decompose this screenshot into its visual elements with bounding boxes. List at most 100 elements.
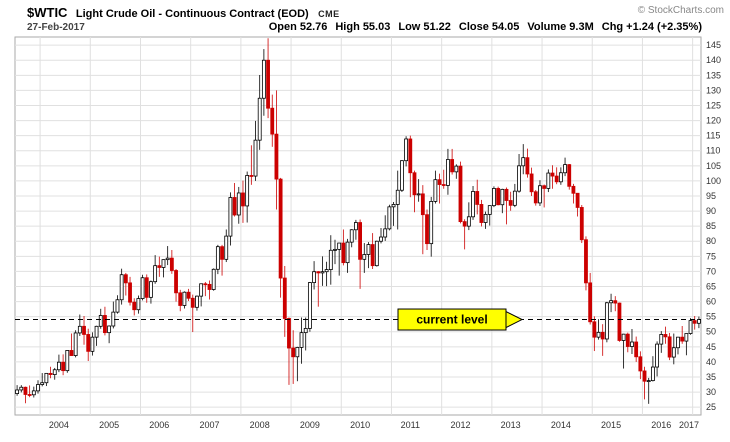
x-tick-label: 2006 xyxy=(149,420,169,430)
candle xyxy=(253,120,258,181)
candle xyxy=(215,244,220,275)
candle xyxy=(303,317,308,351)
candle xyxy=(195,295,199,311)
quote-low-label: Low xyxy=(398,21,421,33)
candle xyxy=(19,385,24,393)
quote-strip: Open 52.76 High 55.03 Low 51.22 Close 54.05 … xyxy=(269,21,702,33)
candle xyxy=(625,332,630,353)
candle xyxy=(161,259,166,278)
y-tick-label: 120 xyxy=(706,116,721,126)
candle xyxy=(529,167,534,196)
candle xyxy=(86,328,91,361)
candle xyxy=(563,157,567,177)
current-level-callout: current level xyxy=(397,308,524,331)
candle xyxy=(341,229,346,266)
candle xyxy=(57,354,61,373)
candle xyxy=(617,302,622,342)
quote-close-value: 54.05 xyxy=(491,21,520,33)
quote-high-value: 55.03 xyxy=(362,21,391,33)
x-tick-label: 2012 xyxy=(450,420,470,430)
candle xyxy=(257,75,262,150)
quote-open-value: 52.76 xyxy=(299,21,328,33)
candle xyxy=(358,219,362,289)
candle xyxy=(140,274,145,301)
candle xyxy=(307,281,312,332)
candle xyxy=(73,330,78,358)
quote-volume: Volume 9.3M xyxy=(527,21,593,33)
candle xyxy=(40,373,45,387)
x-tick-label: 2004 xyxy=(49,420,69,430)
candle xyxy=(395,170,400,230)
candle xyxy=(475,179,480,215)
candle xyxy=(312,261,316,290)
candle xyxy=(542,184,547,208)
candle xyxy=(103,306,107,336)
candle xyxy=(646,377,651,404)
quote-date: 27-Feb-2017 xyxy=(27,22,85,33)
candle xyxy=(345,238,350,273)
copyright: © StockCharts.com xyxy=(637,5,724,16)
candle xyxy=(621,333,626,369)
candle xyxy=(630,329,634,355)
callout-box xyxy=(397,308,507,331)
candle xyxy=(697,316,701,329)
candle xyxy=(609,293,613,313)
y-tick-label: 65 xyxy=(706,281,716,291)
candle xyxy=(458,161,463,224)
candle xyxy=(450,148,455,175)
chart-header: $WTIC Light Crude Oil - Continuous Contr… xyxy=(27,4,724,20)
candle xyxy=(676,336,680,355)
candle xyxy=(446,148,450,195)
candle xyxy=(207,280,212,300)
candle xyxy=(512,183,517,208)
candle xyxy=(278,177,283,298)
quote-low-value: 51.22 xyxy=(423,21,451,33)
candle xyxy=(550,165,555,189)
candle xyxy=(211,268,216,291)
quote-close: Close 54.05 xyxy=(459,21,520,33)
x-tick-label: 2015 xyxy=(601,420,621,430)
candle xyxy=(504,187,509,225)
candle xyxy=(558,167,563,185)
candle xyxy=(546,169,551,193)
candle xyxy=(15,385,19,396)
candle xyxy=(115,295,120,314)
candle xyxy=(77,314,82,336)
exchange: CME xyxy=(318,9,340,19)
candle xyxy=(533,189,538,206)
candle xyxy=(224,229,229,263)
y-tick-label: 110 xyxy=(706,146,720,156)
candle xyxy=(408,135,413,198)
candle xyxy=(136,295,141,314)
x-axis-labels: 2004 2005 2006 2007 2008 2009 2010 2011 2012 2013… xyxy=(49,420,699,430)
candle xyxy=(596,319,601,340)
candle xyxy=(404,136,409,167)
candle xyxy=(245,171,250,223)
candle xyxy=(261,49,266,116)
candle xyxy=(119,268,124,305)
current-level-label: current level xyxy=(416,313,487,327)
candle xyxy=(466,202,471,231)
y-tick-label: 95 xyxy=(706,191,716,201)
candle xyxy=(437,173,442,204)
candle xyxy=(165,246,170,266)
candle xyxy=(525,148,530,178)
quote-chg-value: +1.24 (+2.35%) xyxy=(626,21,702,33)
y-tick-label: 60 xyxy=(706,297,716,307)
candle xyxy=(604,301,609,343)
y-tick-label: 70 xyxy=(706,266,716,276)
candle xyxy=(333,239,337,265)
candle xyxy=(584,236,588,291)
y-tick-label: 105 xyxy=(706,161,721,171)
quote-volume-value: 9.3M xyxy=(569,21,594,33)
candle xyxy=(236,186,241,224)
candle xyxy=(354,219,358,240)
candle xyxy=(374,240,379,267)
x-tick-label: 2009 xyxy=(300,420,320,430)
candle xyxy=(174,268,178,302)
y-tick-label: 30 xyxy=(706,387,716,397)
candle xyxy=(98,308,103,329)
candle xyxy=(337,242,342,276)
candle xyxy=(487,205,492,226)
